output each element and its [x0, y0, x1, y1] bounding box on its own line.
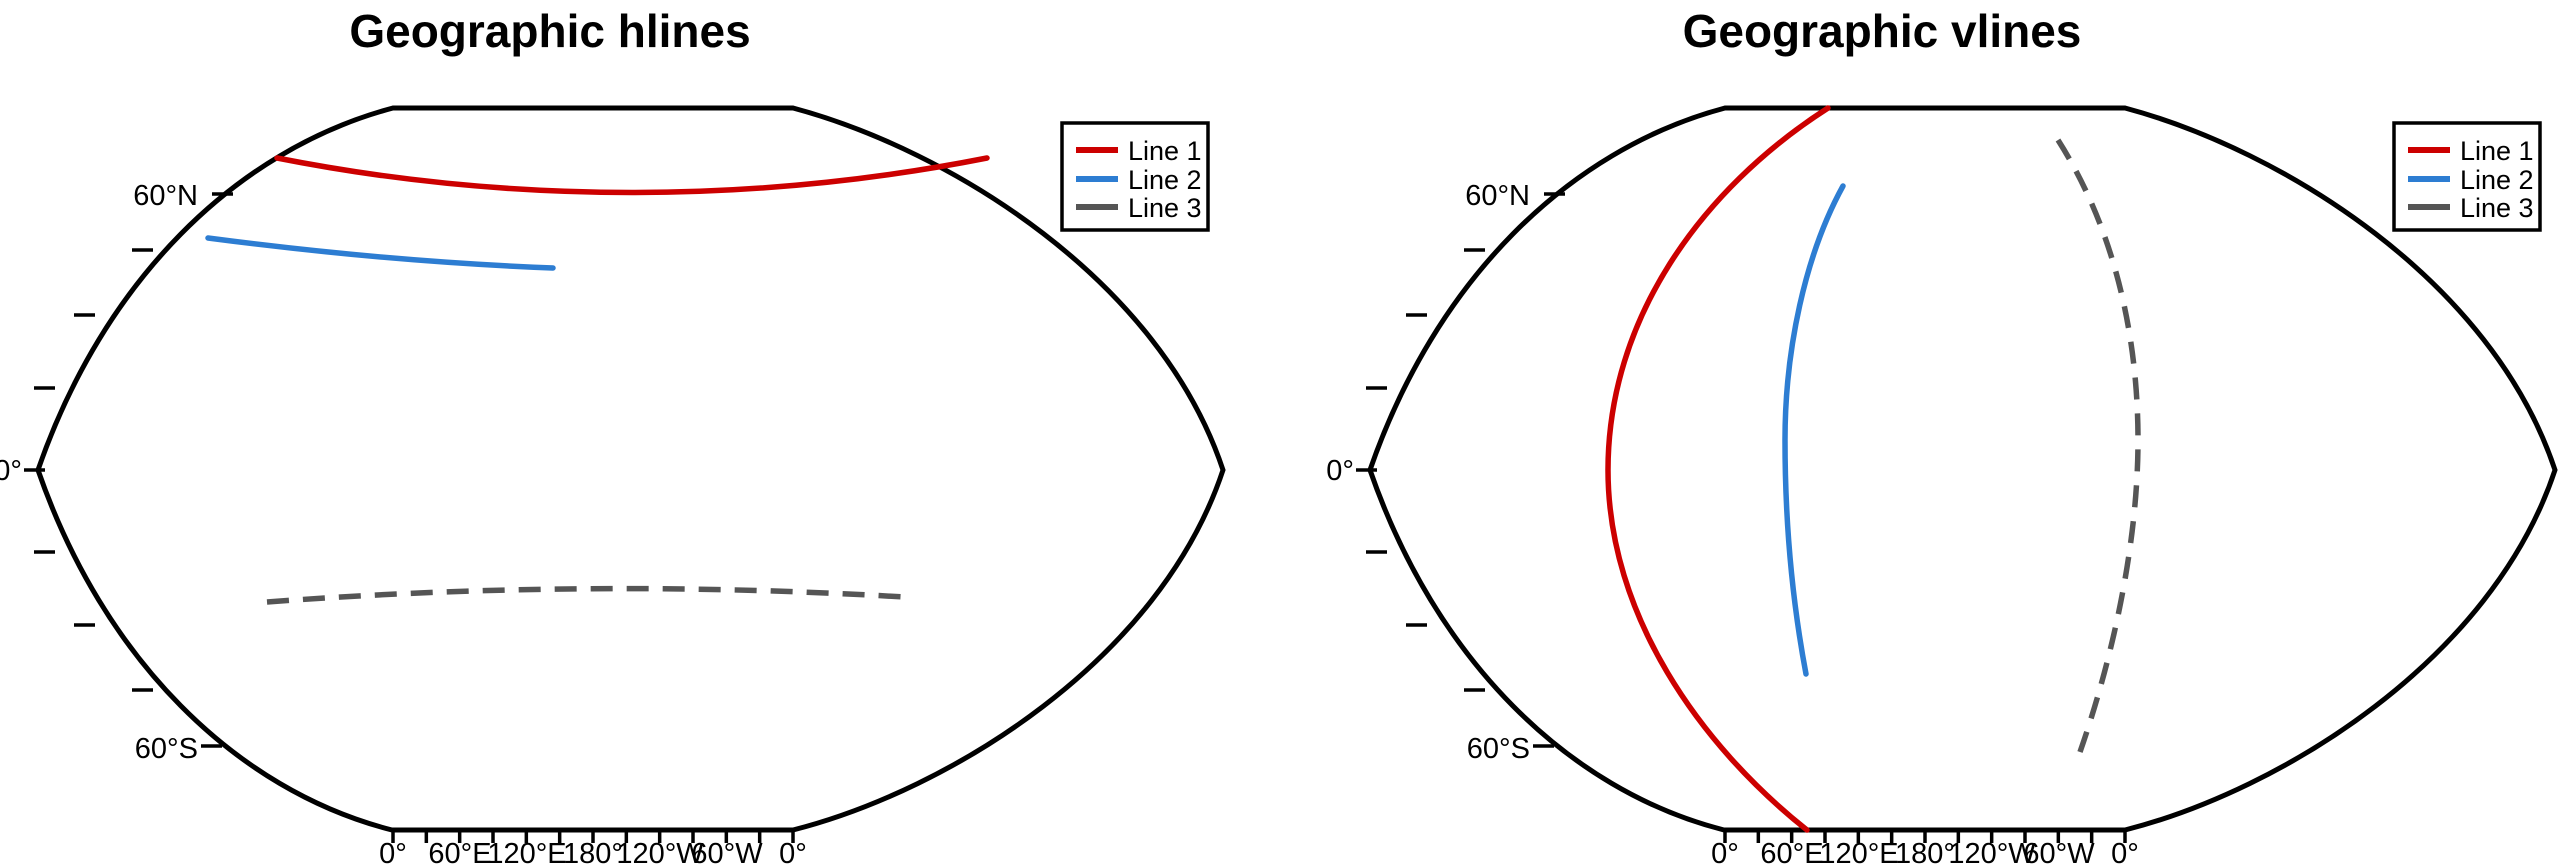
lat-label-0: 0° — [1326, 455, 1354, 487]
latitude-ticks — [24, 192, 233, 748]
lon-label-60e: 60°E — [1760, 838, 1823, 868]
lat-label-60s: 60°S — [135, 733, 198, 765]
vline-1-red — [1605, 105, 1831, 833]
legend-label-line3: Line 3 — [2460, 193, 2534, 223]
lon-label-120e: 120°E — [487, 838, 566, 868]
legend-label-line1: Line 1 — [2460, 136, 2534, 166]
legend-label-line3: Line 3 — [1128, 193, 1202, 223]
hline-2-blue — [205, 235, 556, 271]
legend-box — [2392, 121, 2542, 232]
panel-vlines-title: Geographic vlines — [1683, 5, 2082, 57]
lon-label-0e: 0° — [379, 838, 407, 868]
lon-label-180: 180° — [1895, 838, 1955, 868]
panel-hlines: Geographic hlines 60°N 0° 60°S 0° 60°E 1… — [0, 5, 1226, 868]
legend-label-line1: Line 1 — [1128, 136, 1202, 166]
lon-label-120w: 120°W — [1948, 838, 2036, 868]
lon-label-0e: 0° — [1711, 838, 1739, 868]
lon-label-120e: 120°E — [1819, 838, 1898, 868]
lon-label-0w: 0° — [2111, 838, 2139, 868]
lon-label-180: 180° — [563, 838, 623, 868]
lon-label-120w: 120°W — [616, 838, 704, 868]
lat-label-0: 0° — [0, 455, 22, 487]
legend-label-line2: Line 2 — [1128, 165, 1202, 195]
vline-3-gray-dashed — [2055, 138, 2141, 753]
latitude-ticks — [1356, 192, 1565, 748]
panel-hlines-title: Geographic hlines — [349, 5, 750, 57]
lon-label-60e: 60°E — [428, 838, 491, 868]
lat-label-60s: 60°S — [1467, 733, 1530, 765]
lat-label-60n: 60°N — [1465, 180, 1530, 212]
hline-1-red — [274, 155, 990, 196]
longitude-ticks — [1723, 830, 2127, 843]
vline-2-blue — [1782, 183, 1846, 677]
lat-label-60n: 60°N — [133, 180, 198, 212]
lon-label-60w: 60°W — [691, 838, 763, 868]
legend: Line 1 Line 2 Line 3 — [2392, 121, 2542, 232]
legend: Line 1 Line 2 Line 3 — [1060, 121, 1210, 232]
lon-label-60w: 60°W — [2023, 838, 2095, 868]
hline-3-gray-dashed — [266, 585, 905, 605]
map-outline — [35, 105, 1226, 833]
lon-label-0w: 0° — [779, 838, 807, 868]
panel-vlines: Geographic vlines 60°N 0° 60°S 0° 60°E 1… — [1326, 5, 2558, 868]
longitude-ticks — [391, 830, 795, 843]
map-outline — [1367, 105, 2558, 833]
legend-label-line2: Line 2 — [2460, 165, 2534, 195]
